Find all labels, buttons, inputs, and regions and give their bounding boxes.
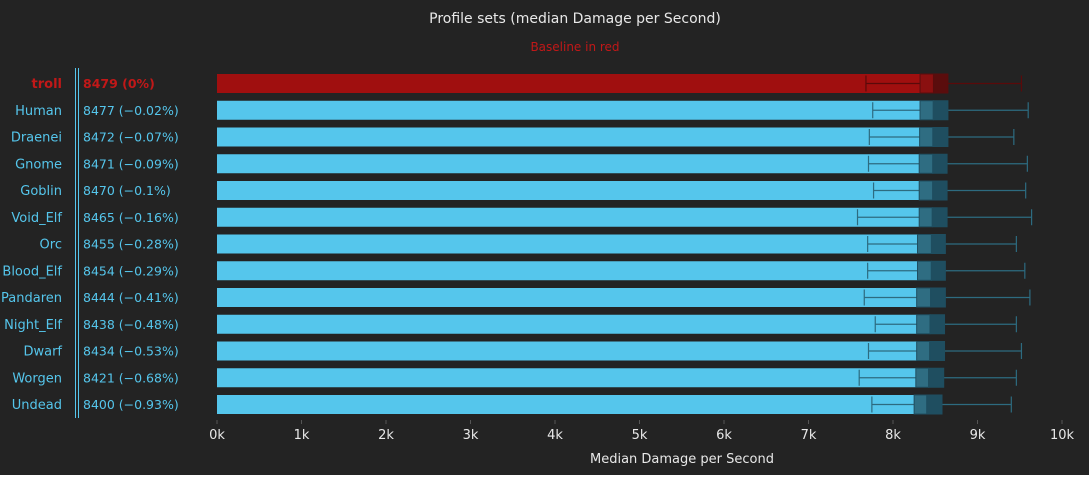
category-label: Worgen xyxy=(12,371,62,386)
box-lower xyxy=(916,287,932,308)
box-upper xyxy=(928,367,945,388)
box-upper xyxy=(932,100,949,121)
category-label: Night_Elf xyxy=(4,318,62,333)
box-lower xyxy=(918,153,934,174)
bar-row: troll 8479 (0%) xyxy=(32,73,1023,94)
bar xyxy=(217,314,931,334)
x-tick-label: 9k xyxy=(970,428,986,443)
bar-rows: troll 8479 (0%) Human 8477 (−0.02%) Draenei 8… xyxy=(1,68,1033,418)
bar xyxy=(217,234,932,254)
x-tick-label: 1k xyxy=(294,428,310,443)
box-lower xyxy=(919,127,934,147)
category-label: Undead xyxy=(12,398,62,413)
value-label: 8444 (−0.41%) xyxy=(83,290,179,305)
bar xyxy=(217,261,932,281)
category-label: Goblin xyxy=(20,184,62,199)
box-upper xyxy=(926,394,943,415)
box-upper xyxy=(930,260,946,281)
box-upper xyxy=(930,234,946,254)
value-label: 8470 (−0.1%) xyxy=(83,183,171,198)
bar xyxy=(217,288,931,307)
bar xyxy=(217,395,927,414)
profile-sets-chart: Profile sets (median Damage per Second) … xyxy=(1,11,1075,467)
value-label: 8400 (−0.93%) xyxy=(83,397,179,412)
category-label: Orc xyxy=(40,238,62,253)
x-tick-label: 4k xyxy=(547,428,563,443)
box-lower xyxy=(918,180,934,201)
box-lower xyxy=(913,394,928,415)
bar xyxy=(217,207,933,227)
bar xyxy=(217,154,933,174)
x-tick-label: 6k xyxy=(716,428,732,443)
bar-row: Dwarf 8434 (−0.53%) xyxy=(23,341,1023,361)
box-lower xyxy=(917,234,932,254)
bar-row: Blood_Elf 8454 (−0.29%) xyxy=(2,260,1026,281)
chart-title: Profile sets (median Damage per Second) xyxy=(429,11,721,27)
value-label: 8477 (−0.02%) xyxy=(83,103,179,118)
value-label: 8479 (0%) xyxy=(83,76,155,91)
box-upper xyxy=(929,314,946,335)
x-tick-label: 10k xyxy=(1050,428,1075,443)
x-axis: 0k 1k 2k 3k 4k 5k 6k 7k 8k 9k 10k xyxy=(209,420,1075,443)
bar-row: Human 8477 (−0.02%) xyxy=(15,100,1029,121)
category-label: troll xyxy=(32,77,62,92)
box-lower xyxy=(918,207,933,228)
category-label: Blood_Elf xyxy=(2,264,62,279)
box-lower xyxy=(919,100,934,121)
box-upper xyxy=(929,341,946,361)
category-label: Void_Elf xyxy=(11,211,62,226)
value-label: 8471 (−0.09%) xyxy=(83,156,179,171)
category-label: Dwarf xyxy=(23,345,62,360)
box-upper xyxy=(930,287,946,308)
value-label: 8421 (−0.68%) xyxy=(83,370,179,385)
bar-row: Void_Elf 8465 (−0.16%) xyxy=(11,207,1033,228)
x-tick-label: 3k xyxy=(463,428,479,443)
bar xyxy=(217,100,934,120)
bar-row: Gnome 8471 (−0.09%) xyxy=(15,153,1028,174)
bar xyxy=(217,368,929,388)
x-tick-label: 8k xyxy=(885,428,901,443)
value-label: 8472 (−0.07%) xyxy=(83,130,179,145)
bar xyxy=(217,341,930,361)
box-upper xyxy=(932,73,949,94)
category-label: Gnome xyxy=(15,157,62,172)
chart-subtitle: Baseline in red xyxy=(530,40,619,54)
box-upper xyxy=(932,127,949,147)
value-label: 8438 (−0.48%) xyxy=(83,317,179,332)
box-lower xyxy=(917,260,932,281)
chart-panel: Profile sets (median Damage per Second) … xyxy=(0,0,1089,475)
value-label: 8454 (−0.29%) xyxy=(83,263,179,278)
x-tick-label: 0k xyxy=(209,428,225,443)
bar xyxy=(217,127,933,147)
box-lower xyxy=(919,73,934,94)
value-label: 8455 (−0.28%) xyxy=(83,237,179,252)
bar-row: Undead 8400 (−0.93%) xyxy=(12,394,1012,415)
category-label: Draenei xyxy=(11,131,62,146)
x-tick-label: 5k xyxy=(632,428,648,443)
bar-row: Night_Elf 8438 (−0.48%) xyxy=(4,314,1017,335)
box-lower xyxy=(916,314,931,335)
box-upper xyxy=(932,180,948,201)
x-axis-label: Median Damage per Second xyxy=(590,452,774,467)
box-lower xyxy=(916,341,931,361)
bar-row: Worgen 8421 (−0.68%) xyxy=(12,367,1017,388)
box-upper xyxy=(932,153,948,174)
category-label: Pandaren xyxy=(1,291,62,306)
bar xyxy=(217,181,933,200)
value-label: 8465 (−0.16%) xyxy=(83,210,179,225)
box-upper xyxy=(931,207,948,228)
bar xyxy=(217,74,934,93)
x-tick-label: 2k xyxy=(378,428,394,443)
category-label: Human xyxy=(15,104,62,119)
box-lower xyxy=(915,367,930,388)
bar-row: Goblin 8470 (−0.1%) xyxy=(20,180,1027,201)
x-tick-label: 7k xyxy=(801,428,817,443)
bar-row: Draenei 8472 (−0.07%) xyxy=(11,127,1015,147)
bar-row: Pandaren 8444 (−0.41%) xyxy=(1,287,1031,308)
value-label: 8434 (−0.53%) xyxy=(83,344,179,359)
bar-row: Orc 8455 (−0.28%) xyxy=(40,234,1017,254)
